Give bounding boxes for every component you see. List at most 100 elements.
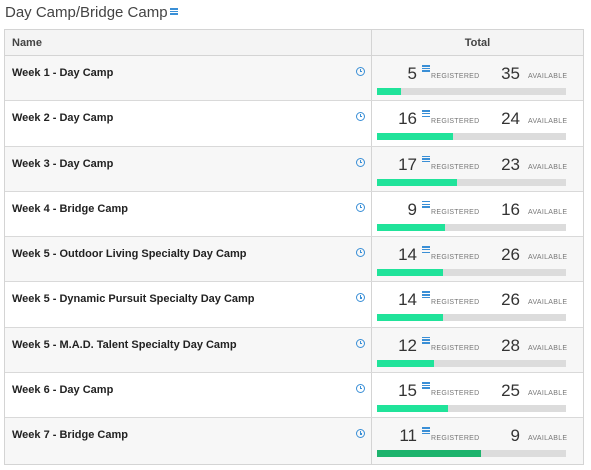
capacity-bar-fill [377, 314, 444, 322]
available-label: AVAILABLE [528, 208, 568, 216]
clock-icon[interactable] [356, 202, 365, 212]
registered-label: REGISTERED [431, 390, 480, 398]
capacity-bar [377, 269, 566, 277]
available-count: 24 [501, 109, 520, 129]
total-cell: 17 REGISTERED 23 AVAILABLE [372, 147, 583, 191]
total-cell: 11 REGISTERED 9 AVAILABLE [372, 418, 583, 463]
capacity-bar-fill [377, 178, 458, 186]
registered-label: REGISTERED [431, 73, 480, 80]
capacity-bar [377, 405, 566, 413]
name-cell: Week 5 - M.A.D. Talent Specialty Day Cam… [5, 327, 372, 373]
capacity-bar [377, 359, 566, 367]
registered-list-icon[interactable] [422, 336, 430, 344]
capacity-bar [377, 450, 566, 458]
capacity-bar-fill [377, 405, 448, 413]
name-cell: Week 5 - Dynamic Pursuit Specialty Day C… [5, 282, 372, 327]
column-header-total[interactable]: Total [464, 37, 491, 49]
registered-count: 12 [398, 335, 417, 355]
clock-icon[interactable] [356, 112, 365, 122]
name-cell: Week 6 - Day Camp [5, 373, 372, 418]
camp-name: Week 5 - Dynamic Pursuit Specialty Day C… [12, 293, 255, 306]
registered-list-icon[interactable] [422, 291, 430, 299]
clock-icon[interactable] [356, 293, 365, 303]
available-count: 35 [501, 64, 520, 83]
camp-name: Week 3 - Day Camp [12, 157, 114, 170]
name-cell: Week 2 - Day Camp [5, 101, 372, 146]
camp-name: Week 6 - Day Camp [12, 384, 114, 397]
camp-name: Week 1 - Day Camp [12, 67, 114, 79]
camp-name: Week 4 - Bridge Camp [12, 202, 128, 215]
available-count: 9 [510, 426, 520, 446]
registered-count: 15 [398, 381, 417, 401]
available-label: AVAILABLE [528, 344, 568, 352]
list-icon[interactable] [169, 8, 178, 15]
name-cell: Week 5 - Outdoor Living Specialty Day Ca… [5, 237, 372, 282]
registered-list-icon[interactable] [422, 427, 430, 435]
capacity-bar-fill [377, 223, 446, 231]
registered-count: 9 [407, 199, 417, 219]
table-row: Week 5 - Dynamic Pursuit Specialty Day C… [5, 282, 583, 328]
name-cell: Week 1 - Day Camp [5, 56, 372, 101]
registered-label: REGISTERED [431, 163, 480, 171]
total-cell: 5 REGISTERED 35 AVAILABLE [372, 56, 583, 100]
available-label: AVAILABLE [528, 254, 568, 262]
capacity-bar [377, 178, 566, 186]
table-row: Week 2 - Day Camp 16 REGISTERED 24 AVAIL… [5, 101, 583, 147]
registered-count: 16 [398, 109, 417, 129]
total-cell: 14 REGISTERED 26 AVAILABLE [372, 282, 583, 326]
clock-icon[interactable] [356, 157, 365, 167]
total-cell: 15 REGISTERED 25 AVAILABLE [372, 373, 583, 417]
name-cell: Week 4 - Bridge Camp [5, 191, 372, 237]
registered-count: 14 [398, 245, 417, 265]
table-row: Week 1 - Day Camp 5 REGISTERED 35 AVAILA… [5, 56, 583, 102]
available-label: AVAILABLE [528, 73, 568, 80]
registered-list-icon[interactable] [422, 110, 430, 118]
column-header-name[interactable]: Name [5, 30, 372, 55]
available-label: AVAILABLE [528, 299, 568, 307]
name-cell: Week 3 - Day Camp [5, 146, 372, 191]
registered-list-icon[interactable] [422, 65, 430, 72]
camp-name: Week 5 - M.A.D. Talent Specialty Day Cam… [12, 338, 237, 351]
registered-list-icon[interactable] [422, 246, 430, 254]
available-count: 26 [501, 290, 520, 310]
table-row: Week 4 - Bridge Camp 9 REGISTERED 16 AVA… [5, 191, 583, 238]
capacity-bar-fill [377, 450, 481, 458]
capacity-bar-fill [377, 359, 434, 367]
name-cell: Week 7 - Bridge Camp [5, 418, 372, 464]
available-label: AVAILABLE [528, 390, 568, 398]
registered-count: 17 [398, 154, 417, 174]
total-cell: 9 REGISTERED 16 AVAILABLE [372, 192, 583, 236]
clock-icon[interactable] [356, 429, 365, 439]
capacity-bar [377, 88, 566, 95]
registered-label: REGISTERED [431, 344, 480, 352]
registered-count: 11 [399, 426, 417, 446]
table-row: Week 3 - Day Camp 17 REGISTERED 23 AVAIL… [5, 146, 583, 192]
page-title-row: Day Camp/Bridge Camp [5, 3, 178, 25]
table-row: Week 5 - M.A.D. Talent Specialty Day Cam… [5, 327, 583, 374]
page-title: Day Camp/Bridge Camp [5, 4, 168, 21]
registered-list-icon[interactable] [422, 200, 430, 208]
capacity-bar-fill [377, 133, 453, 141]
clock-icon[interactable] [356, 67, 365, 76]
table-body: Week 1 - Day Camp 5 REGISTERED 35 AVAILA… [5, 56, 583, 464]
registered-list-icon[interactable] [422, 382, 430, 389]
available-label: AVAILABLE [528, 163, 568, 171]
camp-table: Name Total Week 1 - Day Camp 5 REGISTERE… [4, 29, 584, 465]
available-label: AVAILABLE [528, 435, 568, 443]
clock-icon[interactable] [356, 248, 365, 258]
capacity-bar [377, 314, 566, 322]
total-cell: 16 REGISTERED 24 AVAILABLE [372, 101, 583, 145]
table-row: Week 7 - Bridge Camp 11 REGISTERED 9 AVA… [5, 418, 583, 464]
table-row: Week 5 - Outdoor Living Specialty Day Ca… [5, 237, 583, 283]
registered-count: 14 [398, 290, 417, 310]
table-header: Name Total [5, 30, 583, 56]
camp-name: Week 7 - Bridge Camp [12, 429, 128, 442]
available-label: AVAILABLE [528, 118, 568, 126]
clock-icon[interactable] [356, 338, 365, 348]
clock-icon[interactable] [356, 384, 365, 394]
registered-list-icon[interactable] [422, 155, 430, 163]
registered-label: REGISTERED [431, 254, 480, 262]
available-count: 25 [501, 381, 520, 401]
registered-label: REGISTERED [431, 208, 480, 216]
table-row: Week 6 - Day Camp 15 REGISTERED 25 AVAIL… [5, 373, 583, 419]
